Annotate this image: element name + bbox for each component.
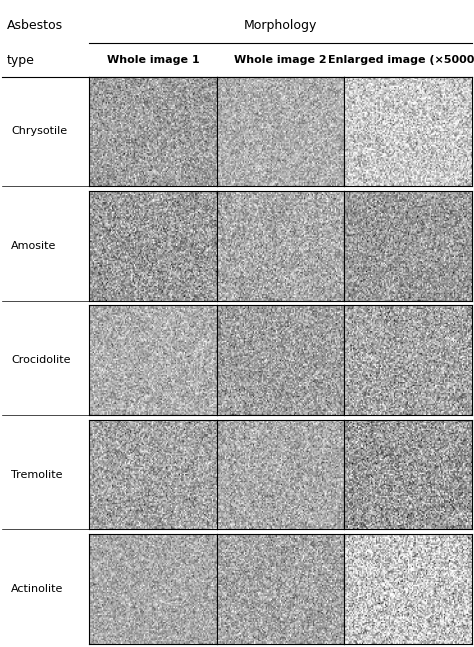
Text: Actinolite: Actinolite	[11, 584, 64, 594]
Text: Morphology: Morphology	[244, 19, 317, 32]
Text: Enlarged image (×50000): Enlarged image (×50000)	[328, 55, 474, 65]
Text: Crocidolite: Crocidolite	[11, 355, 71, 366]
Text: type: type	[7, 54, 35, 67]
Text: Chrysotile: Chrysotile	[11, 126, 67, 137]
Text: Asbestos: Asbestos	[7, 19, 63, 32]
Text: Whole image 1: Whole image 1	[107, 55, 199, 65]
Text: Tremolite: Tremolite	[11, 470, 63, 479]
Text: Whole image 2: Whole image 2	[234, 55, 327, 65]
Text: Amosite: Amosite	[11, 241, 56, 251]
